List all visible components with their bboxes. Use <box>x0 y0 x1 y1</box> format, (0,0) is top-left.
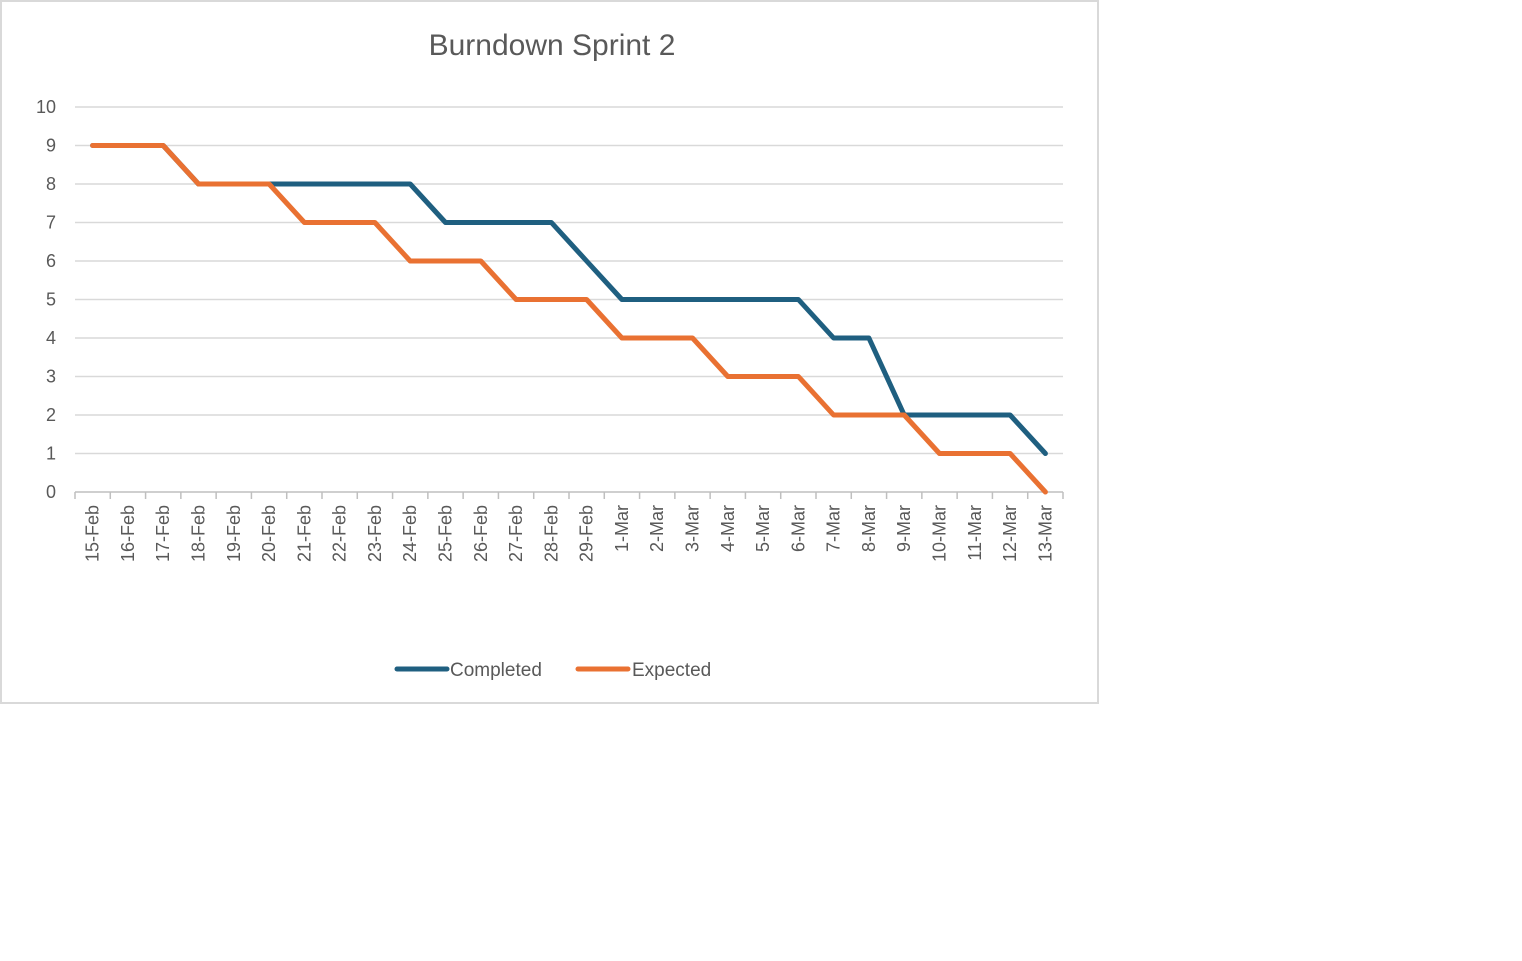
y-tick-label: 6 <box>46 251 56 271</box>
legend-label-expected: Expected <box>632 660 711 681</box>
x-tick-label: 29-Feb <box>577 505 597 562</box>
series-line-expected <box>90 143 1048 495</box>
x-tick-label: 9-Mar <box>894 505 914 552</box>
x-tick-label: 28-Feb <box>541 505 561 562</box>
y-tick-label: 3 <box>46 367 56 387</box>
y-tick-label: 10 <box>36 97 56 117</box>
x-tick-label: 3-Mar <box>683 505 703 552</box>
legend: Completed Expected <box>394 660 711 681</box>
burndown-chart: Burndown Sprint 2 0 1 2 3 4 5 6 7 8 9 10 15-Feb 16-… <box>36 29 1064 681</box>
x-tick-label: 20-Feb <box>259 505 279 562</box>
legend-label-completed: Completed <box>450 660 542 681</box>
y-tick-label: 7 <box>46 213 56 233</box>
x-tick-label: 6-Mar <box>788 505 808 552</box>
y-tick-label: 9 <box>46 136 56 156</box>
x-tick-label: 24-Feb <box>400 505 420 562</box>
x-tick-label: 7-Mar <box>824 505 844 552</box>
x-tick-label: 12-Mar <box>1000 505 1020 562</box>
x-tick-label: 19-Feb <box>224 505 244 562</box>
y-tick-label: 5 <box>46 290 56 310</box>
x-tick-label: 23-Feb <box>365 505 385 562</box>
y-tick-label: 2 <box>46 405 56 425</box>
chart-area: Burndown Sprint 2 0 1 2 3 4 5 6 7 8 9 10 15-Feb 16-… <box>0 0 1099 704</box>
gridlines <box>75 106 1063 455</box>
x-tick-label: 8-Mar <box>859 505 879 552</box>
y-tick-label: 4 <box>46 328 56 348</box>
x-tick-label: 26-Feb <box>471 505 491 562</box>
x-tick-label: 17-Feb <box>153 505 173 562</box>
x-tick-label: 21-Feb <box>294 505 314 562</box>
y-tick-label: 0 <box>46 482 56 502</box>
chart-title: Burndown Sprint 2 <box>429 29 676 62</box>
x-tick-label: 13-Mar <box>1035 505 1055 562</box>
x-tick-label: 4-Mar <box>718 505 738 552</box>
y-tick-label: 1 <box>46 444 56 464</box>
x-tick-label: 5-Mar <box>753 505 773 552</box>
x-tick-label: 10-Mar <box>930 505 950 562</box>
x-tick-label: 22-Feb <box>330 505 350 562</box>
x-axis <box>74 491 1064 499</box>
x-tick-label: 15-Feb <box>83 505 103 562</box>
x-tick-label: 27-Feb <box>506 505 526 562</box>
y-tick-label: 8 <box>46 174 56 194</box>
x-tick-label: 2-Mar <box>647 505 667 552</box>
series-lines <box>90 143 1048 495</box>
x-tick-label: 25-Feb <box>436 505 456 562</box>
y-axis-ticks: 0 1 2 3 4 5 6 7 8 9 10 <box>36 97 56 502</box>
x-axis-ticks: 15-Feb 16-Feb 17-Feb 18-Feb 19-Feb 20-Feb 21-F… <box>83 505 1056 562</box>
x-tick-label: 1-Mar <box>612 505 632 552</box>
x-tick-label: 18-Feb <box>189 505 209 562</box>
x-tick-label: 16-Feb <box>118 505 138 562</box>
x-tick-label: 11-Mar <box>965 505 985 561</box>
